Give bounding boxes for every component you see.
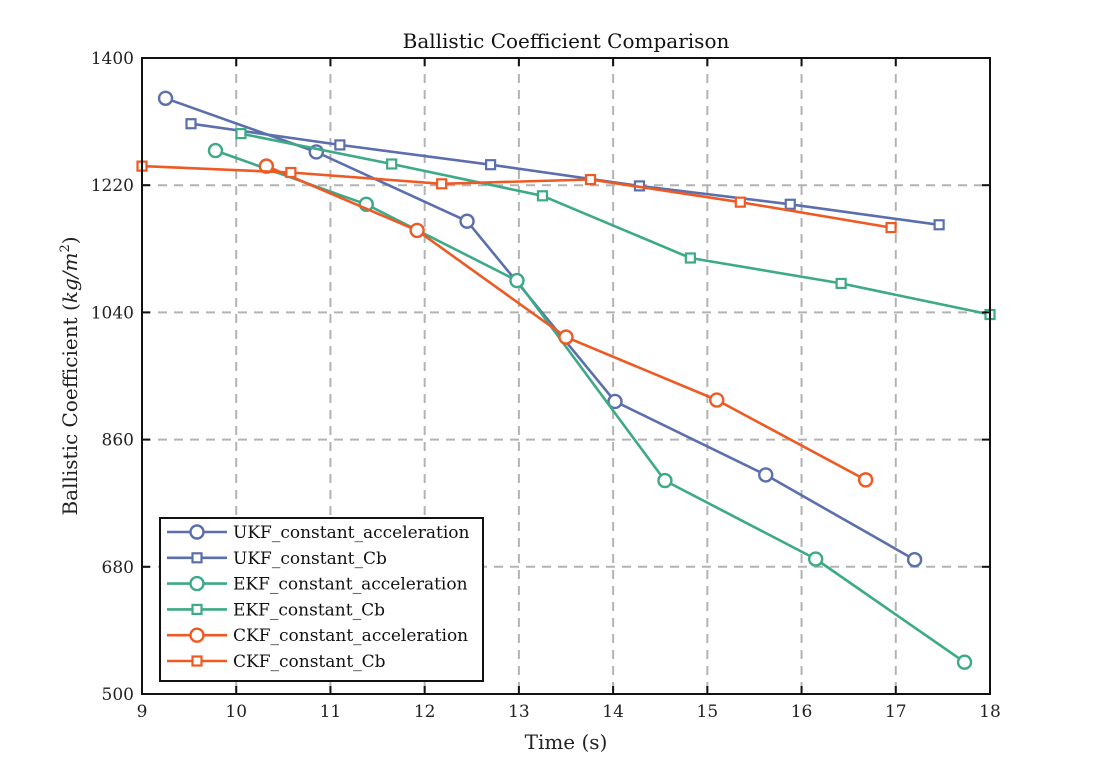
series-EKF_constant_acceleration [207, 142, 973, 670]
data-point-circle [906, 552, 923, 568]
data-point-circle [956, 654, 973, 670]
data-point-square [784, 198, 796, 210]
chart-title: Ballistic Coefficient Comparison [403, 29, 730, 53]
series-line [215, 149, 966, 664]
legend-label: EKF_constant_acceleration [233, 575, 468, 595]
data-point-circle [857, 472, 874, 488]
data-point-circle [409, 222, 425, 239]
data-point-square [536, 190, 549, 202]
y-tick-label: 860 [102, 431, 134, 451]
y-axis-title-exponent: 2 [58, 244, 73, 252]
legend-swatch-marker [189, 524, 205, 540]
legend-entry: EKF_constant_Cb [167, 600, 385, 620]
x-tick-label: 18 [979, 702, 1001, 722]
legend-label: UKF_constant_Cb [233, 549, 387, 569]
data-point-square [734, 196, 746, 208]
y-axis-title: Ballistic Coefficient (kg/m2) [58, 236, 82, 515]
legend-entry: CKF_constant_Cb [167, 652, 386, 672]
data-point-square [584, 173, 597, 186]
y-tick-label: 1040 [91, 303, 134, 323]
series-CKF_constant_acceleration [258, 158, 874, 488]
legend: UKF_constant_acceleration UKF_constant_Cb… [159, 517, 484, 682]
data-point-circle [558, 329, 574, 345]
legend-swatch-marker [191, 603, 203, 616]
plot-frame [141, 57, 991, 695]
legend-label: CKF_constant_acceleration [233, 626, 468, 646]
series-line [240, 132, 991, 316]
legend-entry: EKF_constant_acceleration [167, 575, 468, 595]
data-point-circle [157, 90, 174, 106]
axis-ticks: 9 10 11 12 13 14 15 16 17 18 500 680 860 1040 1220 1400 [91, 49, 1001, 722]
data-point-square [436, 178, 448, 190]
y-tick-label: 1220 [91, 176, 134, 196]
data-point-square [386, 158, 398, 170]
series-line [141, 164, 892, 229]
data-point-circle [709, 392, 725, 408]
legend-box [159, 517, 484, 682]
x-tick-label: 16 [791, 702, 813, 722]
series-CKF_constant_Cb [136, 160, 897, 234]
legend-label: UKF_constant_acceleration [233, 523, 469, 543]
data-point-square [885, 222, 897, 234]
legend-swatch-marker [189, 575, 205, 592]
data-point-circle [657, 472, 673, 489]
data-point-square [185, 118, 197, 130]
legend-swatch-marker [189, 627, 205, 643]
x-tick-label: 15 [697, 702, 719, 722]
data-point-circle [509, 272, 525, 289]
legend-entry: UKF_constant_Cb [167, 549, 387, 569]
data-point-square [235, 128, 247, 140]
legend-label: EKF_constant_Cb [233, 600, 385, 620]
data-point-square [933, 219, 945, 231]
legend-swatch-marker [191, 655, 203, 667]
data-point-circle [607, 393, 623, 410]
series-layer [136, 90, 996, 670]
legend-label: CKF_constant_Cb [233, 652, 386, 672]
data-point-square [285, 166, 297, 179]
x-tick-label: 11 [320, 702, 342, 722]
data-point-circle [807, 551, 824, 567]
data-point-circle [207, 142, 224, 159]
x-tick-label: 14 [602, 702, 624, 722]
y-axis-title-close: ) [58, 236, 82, 244]
x-tick-label: 10 [225, 702, 247, 722]
series-line [190, 122, 940, 227]
data-point-circle [758, 467, 774, 483]
legend-entry: CKF_constant_acceleration [167, 626, 468, 646]
y-axis-title-unit: kg/m [58, 253, 82, 304]
y-tick-label: 680 [102, 558, 134, 578]
data-point-square [684, 252, 696, 264]
x-axis-title: Time (s) [525, 730, 608, 754]
x-tick-label: 13 [508, 702, 530, 722]
legend-swatch-marker [191, 552, 203, 564]
x-tick-label: 9 [137, 702, 148, 722]
data-point-circle [459, 213, 475, 229]
data-point-square [835, 277, 847, 290]
y-tick-label: 500 [102, 685, 134, 705]
x-tick-label: 12 [414, 702, 436, 722]
legend-entry: UKF_constant_acceleration [167, 523, 469, 543]
x-tick-label: 17 [885, 702, 907, 722]
legend-items: UKF_constant_acceleration UKF_constant_Cb… [167, 523, 469, 672]
data-point-square [334, 139, 346, 151]
y-tick-label: 1400 [91, 49, 134, 69]
data-point-square [485, 159, 497, 171]
y-axis-title-main: Ballistic Coefficient ( [58, 303, 82, 515]
